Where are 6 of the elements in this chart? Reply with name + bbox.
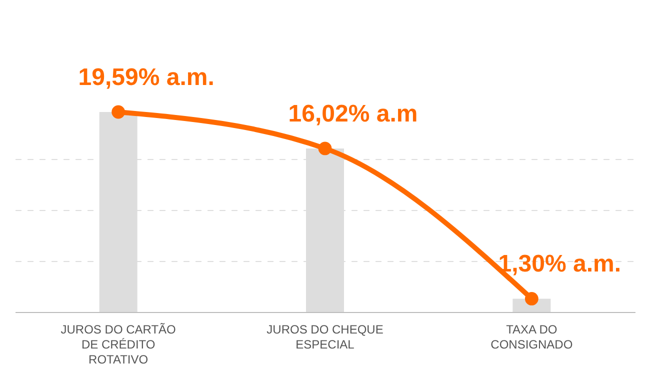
x-tick-label: JUROS DO CARTÃO DE CRÉDITO ROTATIVO	[60, 322, 176, 366]
x-tick-label: JUROS DO CHEQUE ESPECIAL	[266, 322, 384, 352]
data-label: 16,02% a.m	[288, 100, 418, 128]
data-label: 19,59% a.m.	[78, 64, 214, 91]
data-label: 1,30% a.m.	[498, 250, 622, 278]
x-tick-label: TAXA DO CONSIGNADO	[490, 322, 573, 352]
